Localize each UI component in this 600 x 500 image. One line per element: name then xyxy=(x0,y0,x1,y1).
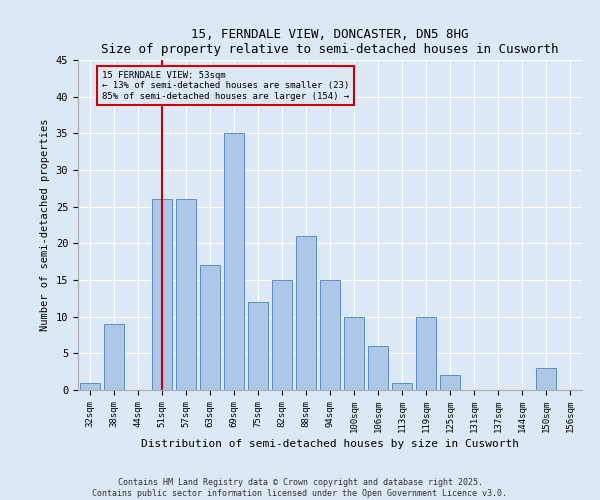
Bar xyxy=(248,302,268,390)
Bar xyxy=(152,200,172,390)
Bar xyxy=(368,346,388,390)
Bar xyxy=(104,324,124,390)
Bar xyxy=(392,382,412,390)
Bar xyxy=(224,134,244,390)
X-axis label: Distribution of semi-detached houses by size in Cusworth: Distribution of semi-detached houses by … xyxy=(141,439,519,449)
Bar xyxy=(344,316,364,390)
Title: 15, FERNDALE VIEW, DONCASTER, DN5 8HG
Size of property relative to semi-detached: 15, FERNDALE VIEW, DONCASTER, DN5 8HG Si… xyxy=(101,28,559,56)
Bar xyxy=(416,316,436,390)
Text: Contains HM Land Registry data © Crown copyright and database right 2025.
Contai: Contains HM Land Registry data © Crown c… xyxy=(92,478,508,498)
Bar xyxy=(272,280,292,390)
Bar xyxy=(296,236,316,390)
Text: 15 FERNDALE VIEW: 53sqm
← 13% of semi-detached houses are smaller (23)
85% of se: 15 FERNDALE VIEW: 53sqm ← 13% of semi-de… xyxy=(102,71,349,101)
Bar xyxy=(80,382,100,390)
Bar xyxy=(320,280,340,390)
Bar xyxy=(440,376,460,390)
Y-axis label: Number of semi-detached properties: Number of semi-detached properties xyxy=(40,118,50,331)
Bar xyxy=(176,200,196,390)
Bar xyxy=(200,266,220,390)
Bar xyxy=(536,368,556,390)
